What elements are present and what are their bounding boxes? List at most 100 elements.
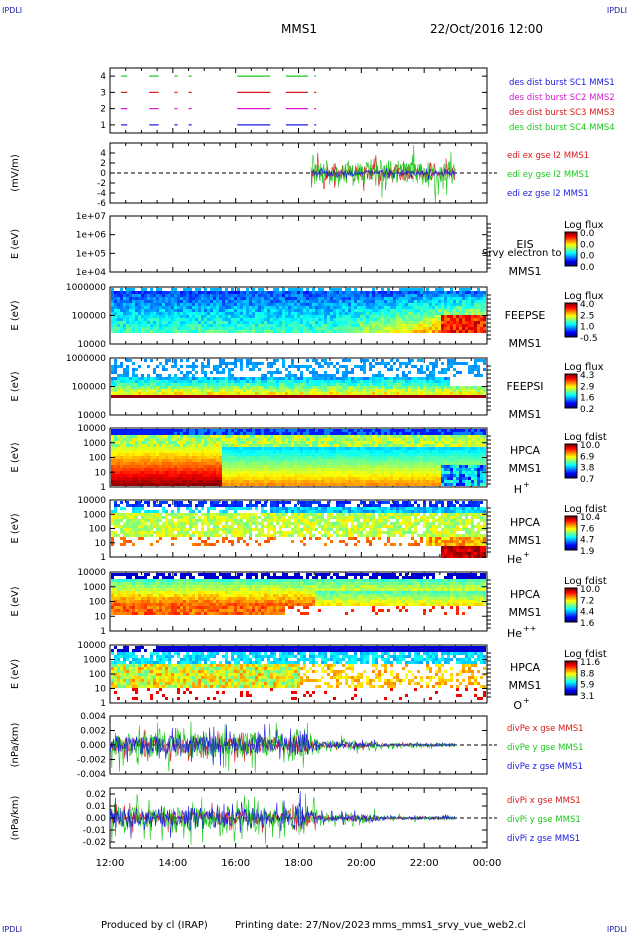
heat-cell (273, 327, 276, 330)
heat-cell (165, 386, 168, 389)
heat-cell (207, 324, 210, 327)
heat-cell (363, 291, 366, 294)
heat-cell (132, 438, 135, 441)
heat-cell (369, 321, 372, 324)
heat-cell (153, 477, 156, 480)
heat-cell (330, 374, 333, 377)
heat-cell (258, 318, 261, 321)
heat-cell (477, 288, 480, 291)
heat-cell (252, 291, 255, 294)
heat-cell (126, 450, 129, 453)
heat-cell (192, 477, 195, 480)
heat-cell (201, 453, 204, 456)
heat-cell (201, 362, 204, 365)
heat-cell (258, 444, 261, 447)
heat-cell (231, 321, 234, 324)
heat-cell (177, 462, 180, 465)
heat-cell (363, 359, 366, 362)
heat-cell (309, 462, 312, 465)
heat-cell (258, 450, 261, 453)
heat-cell (123, 450, 126, 453)
heat-cell (204, 444, 207, 447)
heat-cell (282, 474, 285, 477)
heat-cell (369, 368, 372, 371)
heat-cell (288, 468, 291, 471)
heat-cell (180, 444, 183, 447)
heat-cell (390, 389, 393, 392)
heat-cell (405, 374, 408, 377)
heat-cell (258, 471, 261, 474)
heat-cell (261, 465, 264, 468)
heat-cell (267, 306, 270, 309)
heat-cell (282, 330, 285, 333)
heat-cell (336, 300, 339, 303)
heat-cell (372, 297, 375, 300)
heat-cell (192, 368, 195, 371)
heat-cell (309, 365, 312, 368)
heat-cell (417, 297, 420, 300)
colorbar-swatch (565, 335, 577, 337)
heat-cell (447, 294, 450, 297)
heat-cell (138, 303, 141, 306)
heat-cell (297, 306, 300, 309)
heat-cell (432, 294, 435, 297)
heat-cell (189, 380, 192, 383)
heat-cell (312, 312, 315, 315)
heat-cell (189, 395, 192, 398)
heat-cell (270, 468, 273, 471)
heat-cell (159, 429, 162, 432)
heat-cell (432, 327, 435, 330)
heat-cell (219, 288, 222, 291)
heat-cell (309, 297, 312, 300)
heat-cell (138, 312, 141, 315)
heat-cell (279, 303, 282, 306)
colorbar-swatch (565, 263, 577, 265)
heat-cell (153, 450, 156, 453)
heat-cell (447, 321, 450, 324)
heat-cell (207, 480, 210, 483)
heat-cell (237, 306, 240, 309)
heat-cell (174, 327, 177, 330)
heat-cell (117, 327, 120, 330)
heat-cell (408, 300, 411, 303)
heat-cell (177, 389, 180, 392)
heat-cell (381, 324, 384, 327)
heat-cell (270, 324, 273, 327)
heat-cell (321, 447, 324, 450)
heat-cell (246, 291, 249, 294)
heat-cell (210, 389, 213, 392)
heat-cell (411, 303, 414, 306)
heat-cell (315, 459, 318, 462)
heat-cell (261, 374, 264, 377)
heat-cell (234, 324, 237, 327)
heat-cell (156, 321, 159, 324)
heat-cell (252, 447, 255, 450)
heat-cell (213, 447, 216, 450)
heat-cell (303, 438, 306, 441)
heat-cell (300, 429, 303, 432)
panel-hpca-h (109, 427, 578, 488)
y-tick-label: 0 (100, 169, 106, 179)
heat-cell (285, 432, 288, 435)
heat-cell (111, 383, 114, 386)
heat-cell (192, 474, 195, 477)
heat-cell (195, 462, 198, 465)
heat-cell (144, 462, 147, 465)
heat-cell (312, 453, 315, 456)
heat-cell (306, 459, 309, 462)
heat-cell (246, 288, 249, 291)
heat-cell (195, 359, 198, 362)
heat-cell (312, 306, 315, 309)
heat-cell (423, 291, 426, 294)
heat-cell (411, 321, 414, 324)
heat-cell (417, 377, 420, 380)
heat-cell (138, 291, 141, 294)
heat-cell (330, 392, 333, 395)
heat-cell (123, 471, 126, 474)
heat-cell (378, 371, 381, 374)
heat-cell (459, 315, 462, 318)
corner-label-bottom-right: IPDLI (606, 925, 627, 934)
heat-cell (291, 462, 294, 465)
heat-cell (252, 456, 255, 459)
heat-cell (234, 315, 237, 318)
